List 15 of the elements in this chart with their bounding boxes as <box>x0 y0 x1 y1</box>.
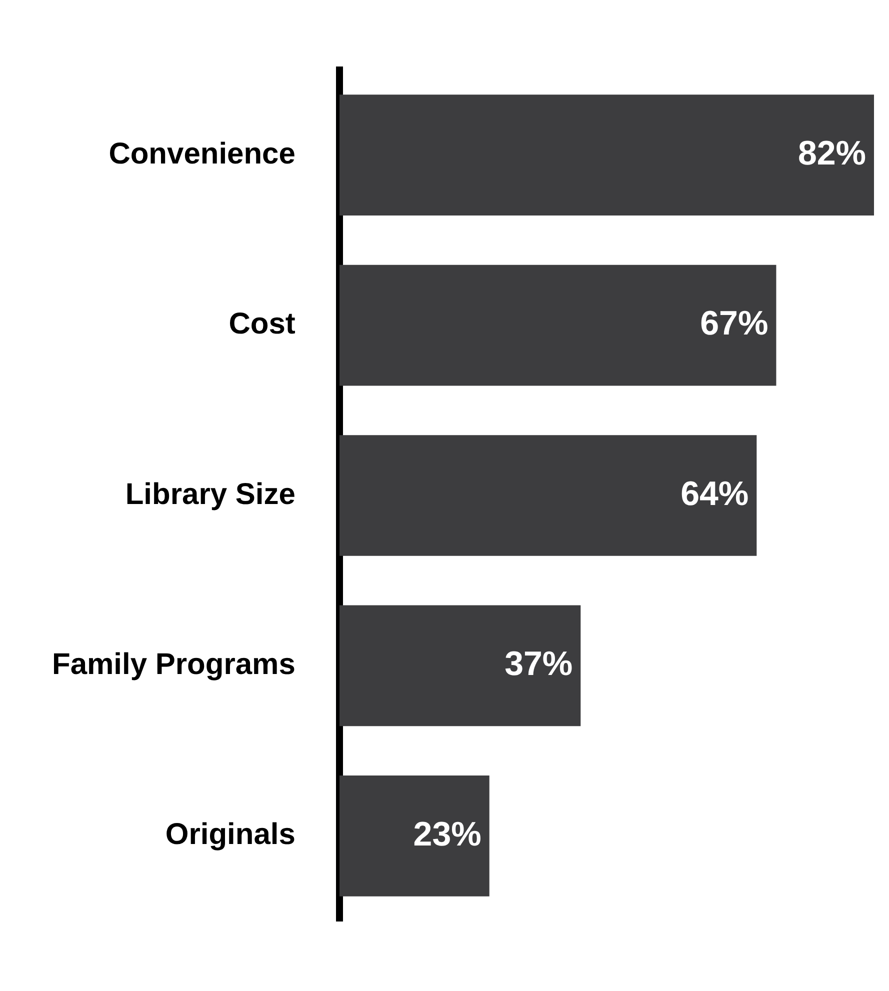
y-tick-label: Convenience <box>108 137 296 170</box>
bar <box>339 264 776 386</box>
y-tick-label: Library Size <box>125 478 296 511</box>
bar <box>339 605 581 726</box>
data-label: 37% <box>504 645 573 684</box>
bar <box>339 775 490 896</box>
y-tick-label: Cost <box>228 308 296 341</box>
data-label: 67% <box>700 304 768 343</box>
bar <box>339 435 757 556</box>
y-tick-label: Family Programs <box>52 648 296 681</box>
y-tick-label: Originals <box>165 818 296 852</box>
data-label: 64% <box>680 474 749 513</box>
bar <box>339 94 874 216</box>
data-label: 82% <box>798 134 866 172</box>
data-label: 23% <box>413 815 482 854</box>
